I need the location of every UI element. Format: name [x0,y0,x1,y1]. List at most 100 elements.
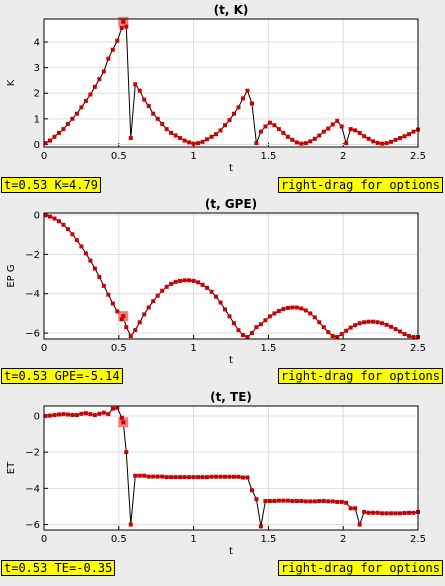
y-tick-label: −2 [25,250,40,261]
data-point [249,331,254,336]
data-point [299,306,304,311]
data-point [393,137,398,142]
k-options-hint[interactable]: right-drag for options [278,177,443,193]
data-point [65,227,70,232]
gpe-options-hint[interactable]: right-drag for options [278,368,443,384]
data-point [196,475,201,480]
data-point [124,450,129,455]
data-point [294,140,299,145]
data-point [101,69,106,74]
data-point [254,141,259,146]
te-options-hint[interactable]: right-drag for options [278,560,443,576]
k-chart-panel[interactable]: (t, K) 0 0.5 1 1.5 2 2.5 0 1 2 3 4 t K t=0.53 K=4.79 … [0,0,445,196]
data-point [402,332,407,337]
data-point [133,473,138,478]
x-tick-label: 1.5 [260,534,276,545]
data-point [330,334,335,339]
data-point [182,138,187,143]
data-point [362,320,367,325]
data-point [119,25,124,30]
data-point [290,137,295,142]
data-point [402,510,407,515]
data-point [209,134,214,139]
plot-area[interactable] [44,406,418,530]
data-point [398,329,403,334]
data-point [191,141,196,146]
data-point [321,325,326,330]
data-point [294,499,299,504]
data-point [312,136,317,141]
gpe-chart[interactable]: (t, GPE) 0 0.5 1 1.5 2 2.5 0 −2 −4 −6 t EP G [0,196,445,366]
data-point [335,118,340,123]
data-point [366,319,371,324]
data-point [371,139,376,144]
data-point [326,126,331,131]
data-point [281,498,286,503]
k-chart[interactable]: (t, K) 0 0.5 1 1.5 2 2.5 0 1 2 3 4 t K [0,0,445,176]
data-point [214,294,219,299]
x-tick-label: 2.5 [410,343,426,354]
data-point [231,111,236,116]
data-point [160,121,165,126]
plot-area[interactable] [44,19,418,147]
data-point [384,322,389,327]
data-point [209,474,214,479]
data-point [187,278,192,283]
data-point [124,325,129,330]
data-point [218,128,223,133]
data-point [205,475,210,480]
data-point [258,129,263,134]
data-point [303,308,308,313]
data-point [47,413,52,418]
data-point [276,309,281,314]
data-point [164,475,169,480]
data-point [43,213,48,218]
data-point [146,104,151,109]
chart-title: (t, K) [214,3,249,17]
te-chart[interactable]: (t, TE) 0 0.5 1 1.5 2 2.5 0 −2 −4 −6 t ET [0,388,445,560]
y-tick-label: 4 [34,38,40,49]
data-point [330,122,335,127]
data-point [97,411,102,416]
data-point [249,488,254,493]
data-point [205,137,210,142]
data-point [339,124,344,129]
data-point [290,305,295,310]
y-tick-label: 1 [34,114,40,125]
data-point [380,511,385,516]
data-point [389,324,394,329]
data-point [169,475,174,480]
data-point [52,134,57,139]
data-point [70,232,75,237]
x-tick-label: 2.5 [410,534,426,545]
x-tick-label: 0 [41,534,47,545]
data-point [155,474,160,479]
data-point [191,278,196,283]
x-tick-label: 0 [41,343,47,354]
data-point [173,475,178,480]
data-point [353,128,358,133]
data-point [330,499,335,504]
chart-title: (t, TE) [210,390,252,404]
x-tick-label: 0.5 [111,151,127,162]
te-chart-panel[interactable]: (t, TE) 0 0.5 1 1.5 2 2.5 0 −2 −4 −6 t ET t=0.53 TE=… [0,388,445,586]
data-point [357,522,362,527]
y-tick-label: 0 [34,140,40,151]
data-point [375,320,380,325]
data-point [88,92,93,97]
data-point [321,129,326,134]
data-point [92,413,97,418]
data-point [272,123,277,128]
y-tick-label: −4 [25,289,40,300]
data-point [236,474,241,479]
data-point [348,325,353,330]
data-point [407,334,412,339]
data-point [106,56,111,61]
data-point [245,88,250,93]
gpe-chart-panel[interactable]: (t, GPE) 0 0.5 1 1.5 2 2.5 0 −2 −4 −6 t EP G t=0.53 … [0,196,445,388]
data-point [92,266,97,271]
x-tick-label: 1 [190,343,196,354]
data-point [348,127,353,132]
data-point [335,499,340,504]
data-point [227,474,232,479]
